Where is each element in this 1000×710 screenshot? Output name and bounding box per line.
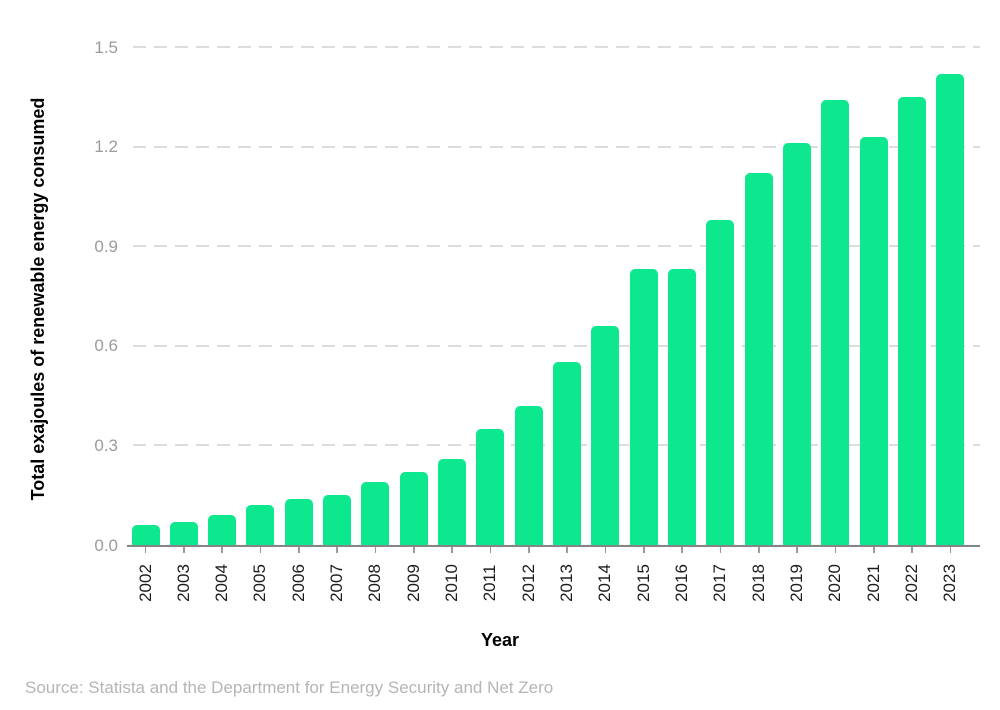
x-tick-mark-2003 — [183, 546, 185, 553]
bar-2019 — [783, 143, 812, 545]
x-tick-label-2008: 2008 — [365, 564, 385, 602]
x-tick-label-2012: 2012 — [518, 564, 538, 602]
source-note: Source: Statista and the Department for … — [25, 678, 554, 697]
x-tick-mark-2011 — [489, 546, 492, 553]
x-tick-mark-2022 — [911, 546, 913, 553]
x-tick-label-2005: 2005 — [250, 564, 270, 602]
x-tick-label-2014: 2014 — [595, 564, 615, 602]
x-tick-label-2022: 2022 — [902, 564, 922, 602]
x-tick-label-2023: 2023 — [940, 564, 960, 602]
gridline-1.5 — [133, 46, 980, 48]
bar-2017 — [706, 219, 735, 545]
bar-2004 — [208, 515, 237, 545]
x-tick-label-2017: 2017 — [710, 564, 730, 602]
bar-2005 — [246, 505, 275, 545]
x-tick-mark-2013 — [566, 546, 568, 553]
y-axis-title: Total exajoules of renewable energy cons… — [28, 97, 48, 501]
x-tick-mark-2019 — [796, 546, 798, 553]
x-tick-label-2003: 2003 — [173, 564, 193, 602]
y-tick-label-0.9: 0.9 — [94, 236, 118, 256]
x-tick-label-2016: 2016 — [672, 564, 692, 602]
x-tick-mark-2004 — [221, 546, 223, 553]
x-tick-mark-2010 — [451, 546, 453, 553]
x-tick-label-2011: 2011 — [480, 564, 500, 602]
x-tick-label-2020: 2020 — [825, 564, 845, 602]
x-tick-mark-2015 — [643, 546, 645, 553]
bar-2003 — [169, 521, 198, 545]
y-tick-label-1.2: 1.2 — [94, 137, 118, 157]
x-tick-mark-2008 — [374, 546, 377, 553]
x-tick-label-2002: 2002 — [135, 564, 155, 602]
x-tick-label-2013: 2013 — [557, 564, 577, 602]
bar-2013 — [553, 362, 582, 545]
x-tick-mark-2007 — [336, 546, 338, 553]
bar-2008 — [361, 481, 390, 545]
x-tick-label-2007: 2007 — [327, 564, 347, 602]
x-tick-label-2015: 2015 — [633, 564, 653, 602]
bar-2015 — [629, 269, 658, 545]
x-tick-label-2009: 2009 — [403, 564, 423, 602]
x-tick-mark-2014 — [604, 546, 607, 553]
y-tick-label-0.3: 0.3 — [94, 435, 118, 455]
bar-2023 — [936, 73, 965, 545]
bar-2011 — [476, 428, 505, 545]
x-tick-mark-2018 — [758, 546, 760, 553]
x-tick-label-2006: 2006 — [288, 564, 308, 602]
bar-2010 — [438, 458, 467, 545]
bar-2012 — [514, 405, 543, 545]
x-tick-label-2018: 2018 — [748, 564, 768, 602]
x-tick-mark-2016 — [681, 546, 683, 553]
bar-2009 — [399, 471, 428, 545]
y-tick-label-1.5: 1.5 — [94, 37, 118, 57]
bar-2014 — [591, 325, 620, 545]
x-tick-mark-2021 — [873, 546, 875, 553]
x-tick-mark-2009 — [413, 546, 415, 553]
y-tick-label-0.6: 0.6 — [94, 336, 118, 356]
x-tick-mark-2023 — [949, 546, 952, 553]
x-tick-label-2010: 2010 — [442, 564, 462, 602]
y-tick-label-0.0: 0.0 — [94, 535, 118, 555]
bar-2002 — [131, 525, 160, 545]
bar-2018 — [744, 173, 773, 545]
x-tick-mark-2002 — [144, 546, 147, 553]
bar-2020 — [821, 100, 850, 545]
x-tick-label-2019: 2019 — [787, 564, 807, 602]
x-tick-mark-2012 — [528, 546, 530, 553]
bar-2007 — [323, 495, 352, 545]
x-axis-title: Year — [480, 630, 520, 650]
x-tick-mark-2017 — [719, 546, 722, 553]
x-tick-label-2021: 2021 — [863, 564, 883, 602]
x-tick-mark-2005 — [259, 546, 262, 553]
bar-2016 — [668, 269, 697, 545]
bar-2021 — [859, 136, 888, 545]
x-axis-line — [127, 545, 980, 547]
gridline-0.6 — [133, 344, 980, 347]
bar-2006 — [284, 498, 313, 545]
x-tick-mark-2006 — [298, 546, 300, 553]
x-tick-mark-2020 — [834, 546, 837, 553]
bar-2022 — [898, 96, 927, 545]
gridline-0.9 — [133, 245, 980, 248]
x-tick-label-2004: 2004 — [212, 564, 232, 602]
gridline-1.2 — [133, 145, 980, 148]
